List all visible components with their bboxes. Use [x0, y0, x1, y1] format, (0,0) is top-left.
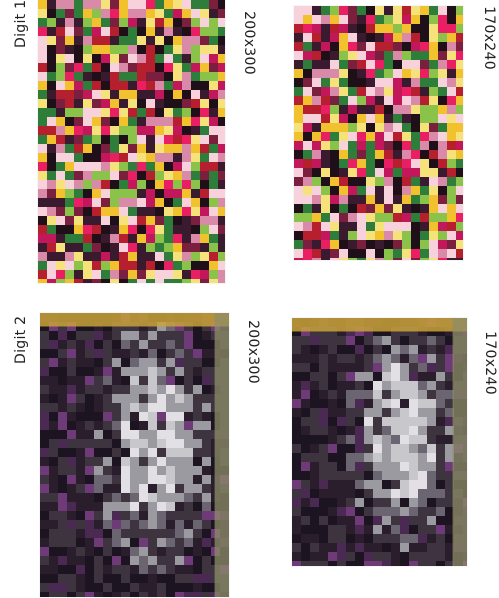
rug-digit1-170x240: [294, 6, 463, 260]
size-label-digit1-170x240: 170x240: [481, 6, 497, 70]
row-label-digit-1: Digit 1: [13, 0, 29, 48]
size-label-digit2-200x300: 200x300: [245, 320, 261, 384]
row-label-digit-2: Digit 2: [13, 315, 29, 364]
rug-digit1-200x300: [38, 0, 225, 283]
rug-digit2-170x240: [292, 318, 467, 566]
size-label-digit2-170x240: 170x240: [482, 331, 498, 395]
size-label-digit1-200x300: 200x300: [241, 11, 257, 75]
rug-digit2-200x300: [40, 313, 229, 597]
